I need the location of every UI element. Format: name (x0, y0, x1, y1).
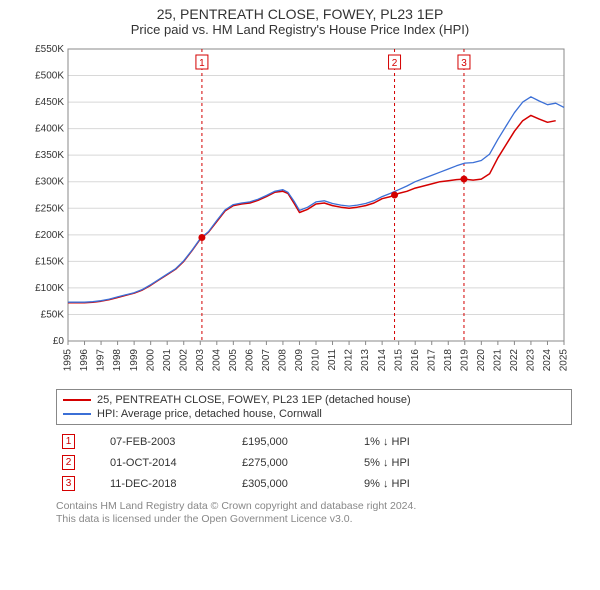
chart-title-line1: 25, PENTREATH CLOSE, FOWEY, PL23 1EP (0, 0, 600, 22)
svg-text:2001: 2001 (162, 349, 173, 372)
svg-text:2008: 2008 (278, 349, 289, 372)
svg-text:2006: 2006 (245, 349, 256, 372)
event-marker-icon: 3 (62, 476, 75, 491)
svg-text:2014: 2014 (377, 349, 388, 372)
svg-text:£350K: £350K (35, 150, 64, 161)
svg-text:2025: 2025 (559, 349, 570, 372)
event-diff: 1% ↓ HPI (358, 431, 572, 452)
svg-text:2017: 2017 (426, 349, 437, 372)
svg-text:1998: 1998 (112, 349, 123, 372)
event-marker-icon: 1 (62, 434, 75, 449)
svg-text:1: 1 (199, 58, 205, 69)
svg-text:2002: 2002 (178, 349, 189, 372)
event-price: £275,000 (236, 452, 358, 473)
legend-label-hpi: HPI: Average price, detached house, Corn… (97, 407, 322, 421)
sale-event-row: 3 11-DEC-2018 £305,000 9% ↓ HPI (56, 473, 572, 494)
legend-item-hpi: HPI: Average price, detached house, Corn… (63, 407, 565, 421)
svg-text:1999: 1999 (129, 349, 140, 372)
svg-text:2013: 2013 (360, 349, 371, 372)
event-price: £305,000 (236, 473, 358, 494)
svg-text:£250K: £250K (35, 203, 64, 214)
svg-text:2009: 2009 (294, 349, 305, 372)
svg-text:2003: 2003 (195, 349, 206, 372)
svg-text:£0: £0 (53, 336, 65, 347)
legend-label-address: 25, PENTREATH CLOSE, FOWEY, PL23 1EP (de… (97, 393, 411, 407)
sale-event-row: 2 01-OCT-2014 £275,000 5% ↓ HPI (56, 452, 572, 473)
event-marker-icon: 2 (62, 455, 75, 470)
copyright-line1: Contains HM Land Registry data © Crown c… (56, 500, 572, 513)
svg-text:£500K: £500K (35, 71, 64, 82)
chart-svg: £0 £50K £100K £150K £200K £250K £300K £350K £400… (20, 41, 580, 381)
svg-text:2022: 2022 (509, 349, 520, 372)
svg-text:2021: 2021 (493, 349, 504, 372)
svg-text:2004: 2004 (211, 349, 222, 372)
event-diff: 9% ↓ HPI (358, 473, 572, 494)
svg-text:2020: 2020 (476, 349, 487, 372)
svg-text:1995: 1995 (63, 349, 74, 372)
sale-event-row: 1 07-FEB-2003 £195,000 1% ↓ HPI (56, 431, 572, 452)
svg-text:2012: 2012 (344, 349, 355, 372)
svg-text:£300K: £300K (35, 177, 64, 188)
price-chart: £0 £50K £100K £150K £200K £250K £300K £350K £400… (20, 41, 580, 381)
svg-text:1996: 1996 (79, 349, 90, 372)
svg-text:2016: 2016 (410, 349, 421, 372)
svg-text:£200K: £200K (35, 230, 64, 241)
event-date: 07-FEB-2003 (104, 431, 236, 452)
svg-text:£50K: £50K (41, 309, 65, 320)
svg-text:2: 2 (392, 58, 398, 69)
svg-text:2007: 2007 (261, 349, 272, 372)
event-date: 01-OCT-2014 (104, 452, 236, 473)
event-date: 11-DEC-2018 (104, 473, 236, 494)
svg-text:2019: 2019 (459, 349, 470, 372)
svg-text:2011: 2011 (327, 349, 338, 371)
chart-title-line2: Price paid vs. HM Land Registry's House … (0, 22, 600, 41)
chart-legend: 25, PENTREATH CLOSE, FOWEY, PL23 1EP (de… (56, 389, 572, 425)
svg-text:2015: 2015 (393, 349, 404, 372)
svg-text:£150K: £150K (35, 256, 64, 267)
legend-item-address: 25, PENTREATH CLOSE, FOWEY, PL23 1EP (de… (63, 393, 565, 407)
svg-text:2023: 2023 (526, 349, 537, 372)
svg-text:£100K: £100K (35, 283, 64, 294)
svg-text:£450K: £450K (35, 97, 64, 108)
copyright-line2: This data is licensed under the Open Gov… (56, 513, 572, 526)
event-price: £195,000 (236, 431, 358, 452)
svg-text:2000: 2000 (145, 349, 156, 372)
svg-text:£550K: £550K (35, 44, 64, 55)
svg-text:2005: 2005 (228, 349, 239, 372)
sale-events-table: 1 07-FEB-2003 £195,000 1% ↓ HPI 2 01-OCT… (56, 431, 572, 494)
legend-swatch-hpi (63, 413, 91, 415)
svg-text:1997: 1997 (96, 349, 107, 372)
svg-text:£400K: £400K (35, 124, 64, 135)
event-diff: 5% ↓ HPI (358, 452, 572, 473)
svg-text:3: 3 (461, 58, 467, 69)
svg-text:2024: 2024 (542, 349, 553, 372)
legend-swatch-address (63, 399, 91, 401)
svg-text:2010: 2010 (311, 349, 322, 372)
svg-text:2018: 2018 (443, 349, 454, 372)
copyright-notice: Contains HM Land Registry data © Crown c… (56, 500, 572, 526)
